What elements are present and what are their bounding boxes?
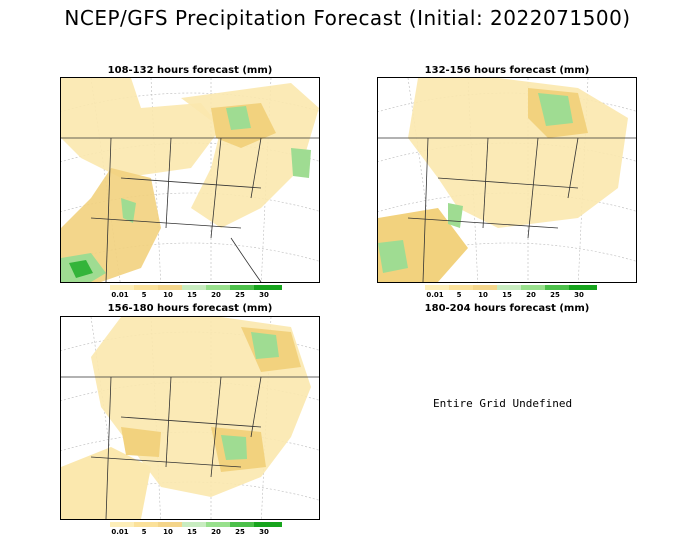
colorbar-label: 10	[478, 291, 488, 299]
precip-map-2	[378, 78, 636, 282]
panel-title-4: 180-204 hours forecast (mm)	[424, 303, 590, 314]
colorbar-label: 5	[456, 291, 462, 299]
colorbar-label: 30	[259, 291, 269, 299]
colorbar-label: 15	[502, 291, 512, 299]
colorbar-label: 30	[259, 528, 269, 536]
colorbar-label: 5	[141, 528, 147, 536]
colorbar-label: 25	[550, 291, 560, 299]
colorbar-label: 25	[235, 528, 245, 536]
colorbar-label: 0.01	[426, 291, 444, 299]
panel-title-3: 156-180 hours forecast (mm)	[107, 303, 273, 314]
colorbar-label: 15	[187, 528, 197, 536]
colorbar-label: 20	[211, 528, 221, 536]
panel-title-1: 108-132 hours forecast (mm)	[107, 65, 273, 76]
colorbar-label: 0.01	[111, 528, 129, 536]
panel-title-2: 132-156 hours forecast (mm)	[424, 65, 590, 76]
colorbar-label: 0.01	[111, 291, 129, 299]
colorbar-label: 10	[163, 528, 173, 536]
precip-map-1	[61, 78, 319, 282]
colorbar-label: 20	[526, 291, 536, 299]
colorbar-label: 20	[211, 291, 221, 299]
precip-map-3	[61, 317, 319, 519]
page-title: NCEP/GFS Precipitation Forecast (Initial…	[64, 6, 631, 30]
undefined-grid-text: Entire Grid Undefined	[433, 397, 573, 410]
colorbar-label: 25	[235, 291, 245, 299]
colorbar-label: 10	[163, 291, 173, 299]
map-panel-2	[377, 77, 637, 283]
map-panel-3	[60, 316, 320, 520]
colorbar-label: 30	[574, 291, 584, 299]
colorbar-3: 0.01 5 10 15 20 25 30	[110, 522, 282, 536]
colorbar-1: 0.01 5 10 15 20 25 30	[110, 285, 282, 299]
map-panel-1	[60, 77, 320, 283]
colorbar-2: 0.01 5 10 15 20 25 30	[425, 285, 597, 299]
colorbar-label: 5	[141, 291, 147, 299]
colorbar-label: 15	[187, 291, 197, 299]
